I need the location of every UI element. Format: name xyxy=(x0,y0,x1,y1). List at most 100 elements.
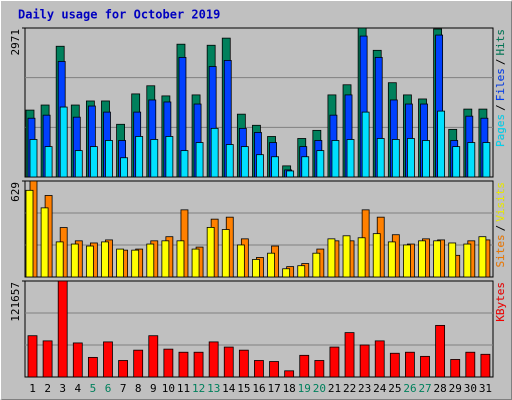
bar xyxy=(206,226,215,278)
bar xyxy=(176,240,185,278)
x-tick-label: 3 xyxy=(59,382,66,395)
bar xyxy=(448,242,457,278)
bar xyxy=(221,229,230,278)
bar xyxy=(254,360,264,378)
x-tick-label: 12 xyxy=(192,382,205,395)
x-tick-label: 28 xyxy=(434,382,447,395)
x-tick-label: 31 xyxy=(479,382,492,395)
bar xyxy=(361,111,370,178)
bar xyxy=(210,127,219,178)
bar xyxy=(135,136,144,178)
bar xyxy=(372,233,381,278)
bar xyxy=(312,252,321,278)
bar xyxy=(433,240,442,278)
bar xyxy=(482,142,491,178)
bar xyxy=(389,352,400,378)
bar xyxy=(403,244,411,278)
legend-entry: Sites xyxy=(494,234,507,267)
bar xyxy=(267,252,275,278)
bar xyxy=(105,140,113,178)
x-tick-label: 8 xyxy=(135,382,142,395)
bar xyxy=(376,138,385,178)
x-tick-label: 7 xyxy=(120,382,127,395)
bar xyxy=(29,139,38,178)
chart-title: Daily usage for October 2019 xyxy=(18,8,220,22)
x-tick-label: 29 xyxy=(449,382,462,395)
x-tick-label: 18 xyxy=(283,382,296,395)
legend-entry: Pages xyxy=(494,114,507,147)
legend-entry: KBytes xyxy=(494,282,507,322)
x-tick-label: 21 xyxy=(328,382,341,395)
bar xyxy=(161,240,170,278)
bar xyxy=(297,265,306,278)
bar xyxy=(85,245,94,278)
bar xyxy=(256,154,264,178)
x-tick-label: 9 xyxy=(150,382,157,395)
bar xyxy=(437,110,446,178)
bar xyxy=(163,348,174,378)
x-tick-label: 25 xyxy=(388,382,401,395)
bar xyxy=(89,146,98,178)
bar xyxy=(465,351,476,378)
bar xyxy=(467,142,476,178)
x-tick-label: 26 xyxy=(403,382,416,395)
x-tick-label: 4 xyxy=(75,382,82,395)
bar xyxy=(299,354,310,378)
bar xyxy=(120,157,128,178)
y-tick-label: 2971 xyxy=(9,29,22,56)
legend-separator: / xyxy=(494,225,507,232)
bar xyxy=(40,207,49,278)
bar xyxy=(146,243,155,278)
bar xyxy=(329,346,340,378)
bar xyxy=(391,139,400,178)
bar xyxy=(70,243,79,278)
legend: KBytes xyxy=(494,282,507,322)
bar xyxy=(150,139,159,178)
bar xyxy=(55,241,64,278)
bar xyxy=(225,144,234,178)
bar xyxy=(374,340,385,378)
bar xyxy=(252,259,260,278)
bar xyxy=(101,241,109,278)
x-tick-label: 23 xyxy=(358,382,371,395)
legend-entry: Hits xyxy=(494,29,507,56)
bar xyxy=(42,340,53,378)
bar xyxy=(118,360,128,378)
bar xyxy=(418,240,426,278)
bar xyxy=(59,106,68,178)
bar xyxy=(25,189,34,278)
bar xyxy=(359,344,370,378)
legend-separator: / xyxy=(494,104,507,111)
bar xyxy=(405,351,415,378)
legend-separator: / xyxy=(494,59,507,66)
x-tick-label: 19 xyxy=(298,382,311,395)
x-tick-label: 13 xyxy=(207,382,220,395)
legend: Sites / Visits xyxy=(494,182,507,268)
bar xyxy=(178,351,189,378)
bar xyxy=(72,342,83,378)
bar xyxy=(344,332,355,378)
y-tick-label: 121657 xyxy=(9,282,22,322)
bar xyxy=(286,170,295,178)
bar xyxy=(269,361,279,378)
bar xyxy=(282,268,291,278)
x-tick-label: 24 xyxy=(373,382,387,395)
bar xyxy=(116,248,124,278)
legend-entry: Visits xyxy=(494,182,507,222)
bar xyxy=(44,146,53,178)
y-tick-label: 629 xyxy=(9,182,22,202)
x-tick-label: 17 xyxy=(267,382,280,395)
bar xyxy=(131,249,140,278)
bar xyxy=(387,241,396,278)
bar xyxy=(271,156,279,178)
bar xyxy=(346,139,355,178)
x-tick-label: 2 xyxy=(44,382,51,395)
bar xyxy=(208,341,219,378)
x-tick-label: 22 xyxy=(343,382,356,395)
bar xyxy=(238,349,249,378)
bar xyxy=(420,355,430,378)
bar xyxy=(236,244,245,278)
x-tick-label: 11 xyxy=(177,382,190,395)
